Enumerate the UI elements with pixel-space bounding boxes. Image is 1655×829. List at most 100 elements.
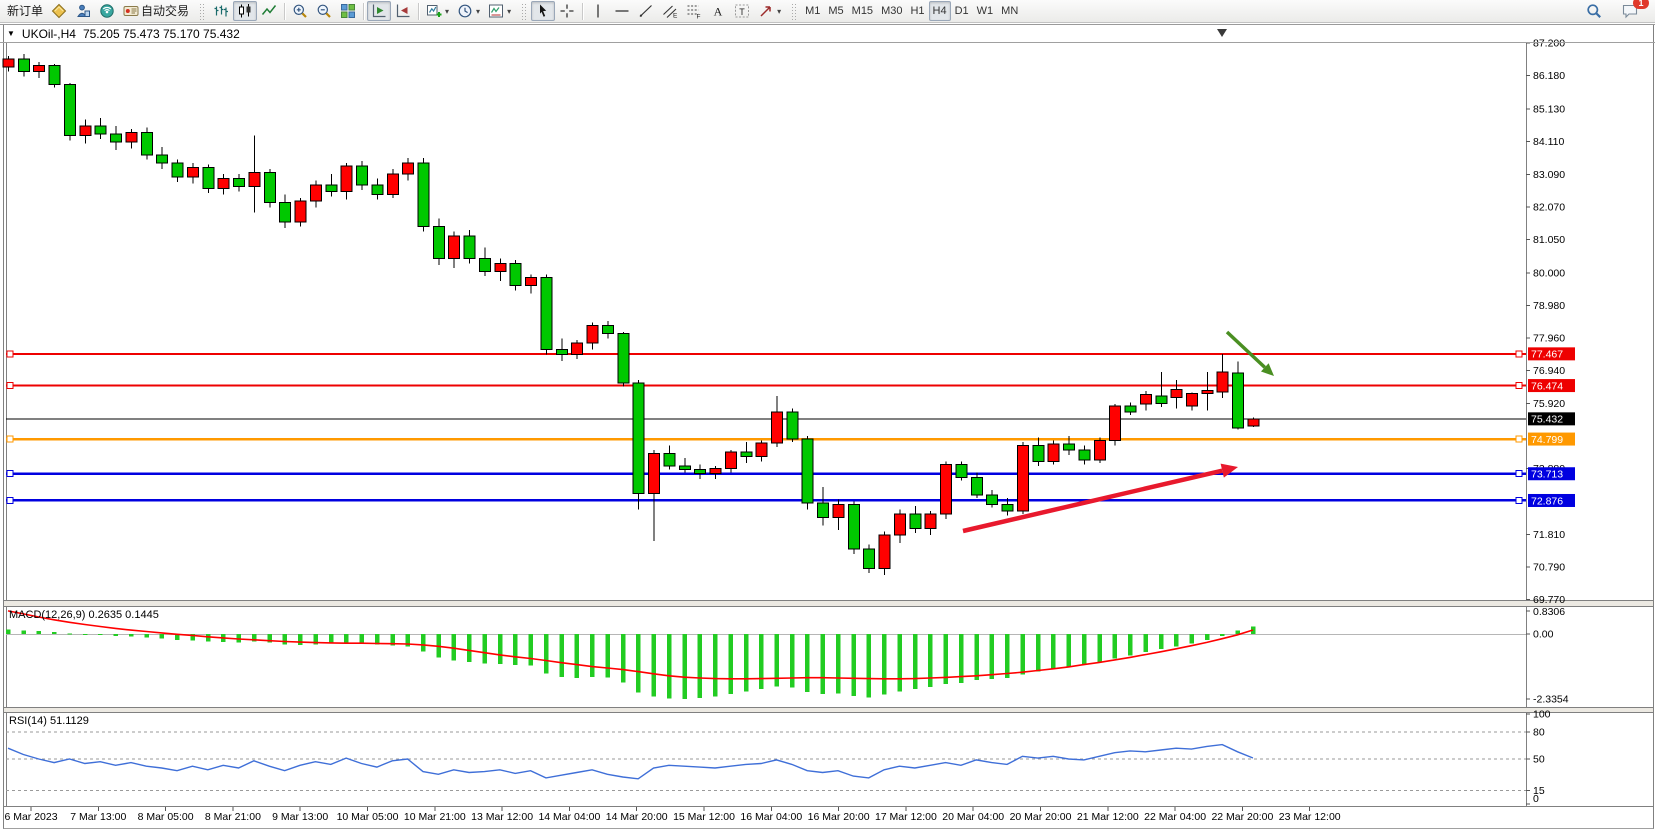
zoom-in-button[interactable] xyxy=(288,1,312,21)
channel-button[interactable]: E xyxy=(658,1,682,21)
line-chart-button[interactable] xyxy=(257,1,281,21)
hline-handle[interactable] xyxy=(1515,350,1523,358)
chart-shift-button[interactable] xyxy=(391,1,415,21)
textA-icon: A xyxy=(710,3,726,19)
hline-handle[interactable] xyxy=(1515,496,1523,504)
tf-h4-button[interactable]: H4 xyxy=(928,1,951,21)
chart-title-bar: ▼ UKOil-,H4 75.205 75.473 75.170 75.432 xyxy=(0,25,1655,43)
search-button[interactable] xyxy=(1582,1,1606,21)
macd-bar xyxy=(774,634,779,687)
macd-bar xyxy=(513,634,518,666)
candle-body xyxy=(79,125,92,137)
toolbar-gripper[interactable] xyxy=(791,2,797,20)
data-window-button[interactable] xyxy=(71,1,95,21)
auto-scroll-button[interactable] xyxy=(367,1,392,21)
tf-mn-button[interactable]: MN xyxy=(997,1,1022,21)
linechart-icon xyxy=(261,3,277,19)
macd-bar xyxy=(1081,634,1087,666)
hline-handle[interactable] xyxy=(1515,435,1523,443)
hline-handle[interactable] xyxy=(6,350,14,358)
new-chart-button[interactable]: ▾ xyxy=(422,1,453,21)
candle-body xyxy=(632,382,645,494)
notifications-button[interactable]: 1 xyxy=(1618,0,1649,21)
chevron-down-icon[interactable]: ▾ xyxy=(445,6,450,16)
time-tick-label: 16 Mar 20:00 xyxy=(808,811,870,823)
macd-bar xyxy=(697,634,703,699)
candle-body xyxy=(1063,443,1076,451)
macd-bar xyxy=(789,634,795,688)
time-tick-label: 10 Mar 05:00 xyxy=(337,811,399,823)
macd-bar xyxy=(451,634,457,661)
toolbar-separator xyxy=(582,2,584,20)
text-label-button[interactable]: T xyxy=(730,1,754,21)
hline-handle[interactable] xyxy=(6,470,14,478)
macd-bar xyxy=(359,634,365,644)
price-tick-label: 83.090 xyxy=(1533,169,1565,181)
macd-bar xyxy=(175,634,180,640)
new-order-button[interactable]: 新订单 xyxy=(3,1,47,21)
text-button[interactable]: A xyxy=(706,1,730,21)
autotrade-icon xyxy=(123,3,139,19)
time-tick-label: 10 Mar 21:00 xyxy=(404,811,466,823)
chevron-down-icon[interactable]: ▾ xyxy=(507,6,512,16)
shift-icon xyxy=(395,3,411,19)
toolbar-gripper[interactable] xyxy=(199,2,205,20)
bar-chart-button[interactable] xyxy=(209,1,233,21)
hline-handle[interactable] xyxy=(6,496,14,504)
chart-shift-marker[interactable] xyxy=(1217,29,1227,37)
fibonacci-button[interactable]: F xyxy=(682,1,706,21)
arrows-button[interactable]: ▾ xyxy=(754,1,785,21)
vertical-line-button[interactable] xyxy=(586,1,610,21)
crosshair-icon xyxy=(559,3,575,19)
tile-windows-button[interactable] xyxy=(336,1,360,21)
autotrade-button[interactable]: 自动交易 xyxy=(119,1,193,21)
macd-bar xyxy=(313,634,318,645)
candlestick-chart-button[interactable] xyxy=(233,1,258,21)
trendline-button[interactable] xyxy=(634,1,658,21)
chevron-down-icon[interactable]: ▾ xyxy=(777,6,782,16)
macd-bar xyxy=(420,634,426,652)
template-button[interactable]: ▾ xyxy=(484,1,515,21)
tf-m15-button[interactable]: M15 xyxy=(848,1,877,21)
horizontal-line-button[interactable] xyxy=(610,1,634,21)
hline-handle[interactable] xyxy=(1515,470,1523,478)
candle-body xyxy=(478,258,491,272)
macd-bar xyxy=(1220,634,1225,637)
period-button[interactable]: ▾ xyxy=(453,1,484,21)
macd-bar xyxy=(974,634,979,681)
zoom-out-button[interactable] xyxy=(312,1,336,21)
tf-m1-button[interactable]: M1 xyxy=(801,1,824,21)
hline-handle[interactable] xyxy=(1515,382,1523,390)
template-icon xyxy=(488,3,504,19)
chart-menu-arrow-icon[interactable]: ▼ xyxy=(7,28,15,38)
hline-handle[interactable] xyxy=(6,435,14,443)
rsi-tick-label: 80 xyxy=(1533,727,1545,739)
candle-body xyxy=(110,133,123,143)
red-trend-arrow[interactable] xyxy=(962,463,1238,534)
time-axis[interactable]: 6 Mar 2023 7 Mar 13:00 8 Mar 05:00 8 Mar 21… xyxy=(4,807,1341,823)
price-axis[interactable]: 87.200 86.180 85.130 84.110 83.090 82.070 81.0… xyxy=(1526,38,1569,806)
tf-h1-button[interactable]: H1 xyxy=(906,1,928,21)
toolbar-gripper[interactable] xyxy=(521,2,527,20)
chart-canvas[interactable]: MACD(12,26,9) 0.2635 0.1445 RSI(14) 51.11… xyxy=(0,25,1655,829)
tf-m30-button[interactable]: M30 xyxy=(877,1,906,21)
macd-bar xyxy=(805,634,810,692)
chevron-down-icon[interactable]: ▾ xyxy=(476,6,481,16)
tf-d1-button[interactable]: D1 xyxy=(951,1,973,21)
chart-window: ▼ UKOil-,H4 75.205 75.473 75.170 75.432 … xyxy=(0,24,1655,829)
signals-button[interactable] xyxy=(95,1,119,21)
crosshair-button[interactable] xyxy=(555,1,579,21)
price-badge-75.432: 75.432 xyxy=(1528,412,1575,426)
candle-body xyxy=(294,200,307,223)
macd-bar xyxy=(67,633,72,635)
candle-body xyxy=(724,451,737,469)
candle-body xyxy=(279,202,292,223)
hline-handle[interactable] xyxy=(6,382,14,390)
cursor-button[interactable] xyxy=(531,1,556,21)
tf-m5-button[interactable]: M5 xyxy=(824,1,847,21)
zoomin-icon xyxy=(292,3,308,19)
market-watch-button[interactable] xyxy=(47,1,71,21)
green-trend-arrow[interactable] xyxy=(1225,330,1274,376)
tf-w1-button[interactable]: W1 xyxy=(973,1,998,21)
candle-body xyxy=(463,235,476,260)
